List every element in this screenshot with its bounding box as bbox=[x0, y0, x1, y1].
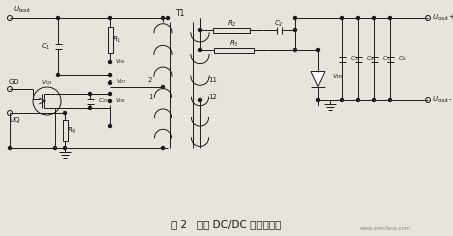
Bar bbox=[107, 27, 112, 53]
Circle shape bbox=[162, 17, 164, 20]
Polygon shape bbox=[311, 72, 325, 87]
Circle shape bbox=[9, 147, 11, 149]
Bar bbox=[214, 47, 255, 52]
Text: $V_{Q1}$: $V_{Q1}$ bbox=[41, 78, 53, 88]
Circle shape bbox=[162, 147, 164, 149]
Text: $C_1$: $C_1$ bbox=[41, 41, 50, 52]
Text: $R_3$: $R_3$ bbox=[229, 39, 239, 49]
Text: $U_\mathrm{cout}$-: $U_\mathrm{cout}$- bbox=[432, 95, 452, 105]
Text: $U_\mathrm{cout}$+: $U_\mathrm{cout}$+ bbox=[432, 13, 453, 23]
Text: 图 2   高频 DC/DC 变换原理图: 图 2 高频 DC/DC 变换原理图 bbox=[171, 219, 281, 229]
Circle shape bbox=[109, 60, 111, 63]
Text: $U_\mathrm{bout}$: $U_\mathrm{bout}$ bbox=[13, 5, 31, 15]
Text: GD: GD bbox=[9, 79, 19, 85]
Circle shape bbox=[341, 98, 343, 101]
Text: $C_{20}$: $C_{20}$ bbox=[97, 97, 109, 105]
Text: 2: 2 bbox=[148, 77, 152, 83]
Circle shape bbox=[109, 73, 111, 76]
Bar bbox=[212, 28, 251, 33]
Text: $C_5$: $C_5$ bbox=[381, 55, 390, 63]
Circle shape bbox=[294, 29, 297, 31]
Text: $V_{D8}$: $V_{D8}$ bbox=[115, 97, 126, 105]
Circle shape bbox=[88, 93, 92, 96]
Circle shape bbox=[389, 98, 391, 101]
Circle shape bbox=[294, 17, 297, 20]
Circle shape bbox=[294, 49, 297, 51]
Text: www.elecfans.com: www.elecfans.com bbox=[359, 226, 410, 231]
Text: $C_2$: $C_2$ bbox=[274, 18, 284, 29]
Text: 12: 12 bbox=[208, 94, 217, 100]
Circle shape bbox=[317, 98, 319, 101]
Circle shape bbox=[109, 100, 111, 102]
Text: UQ: UQ bbox=[9, 117, 19, 123]
Circle shape bbox=[109, 17, 111, 20]
Circle shape bbox=[317, 49, 319, 51]
Text: 11: 11 bbox=[208, 77, 217, 83]
Circle shape bbox=[57, 73, 59, 76]
Circle shape bbox=[198, 98, 202, 101]
Circle shape bbox=[162, 85, 164, 88]
Text: 1: 1 bbox=[148, 94, 152, 100]
Circle shape bbox=[109, 93, 111, 96]
Circle shape bbox=[372, 17, 376, 20]
Polygon shape bbox=[109, 80, 111, 82]
Circle shape bbox=[57, 17, 59, 20]
Circle shape bbox=[88, 106, 92, 110]
Circle shape bbox=[389, 17, 391, 20]
Text: $C_6$: $C_6$ bbox=[397, 55, 406, 63]
Circle shape bbox=[109, 81, 111, 84]
Circle shape bbox=[357, 98, 360, 101]
Circle shape bbox=[63, 111, 67, 114]
Circle shape bbox=[109, 125, 111, 127]
Circle shape bbox=[167, 17, 169, 20]
Text: $R_2$: $R_2$ bbox=[227, 19, 236, 29]
Circle shape bbox=[198, 29, 202, 31]
Circle shape bbox=[198, 49, 202, 51]
Text: $V_{D7}$: $V_{D7}$ bbox=[116, 77, 127, 86]
Text: $R_4$: $R_4$ bbox=[67, 125, 77, 136]
Circle shape bbox=[341, 17, 343, 20]
Text: $R_1$: $R_1$ bbox=[112, 35, 121, 45]
Text: $C_4$: $C_4$ bbox=[366, 55, 374, 63]
Text: T1: T1 bbox=[176, 8, 186, 17]
Text: $V_{D6}$: $V_{D6}$ bbox=[115, 58, 126, 67]
Bar bbox=[63, 120, 67, 141]
Circle shape bbox=[357, 17, 360, 20]
Circle shape bbox=[372, 98, 376, 101]
Text: $C_3$: $C_3$ bbox=[350, 55, 358, 63]
Circle shape bbox=[63, 147, 67, 149]
Circle shape bbox=[53, 147, 57, 149]
Text: $V_{D5}$: $V_{D5}$ bbox=[332, 72, 344, 81]
